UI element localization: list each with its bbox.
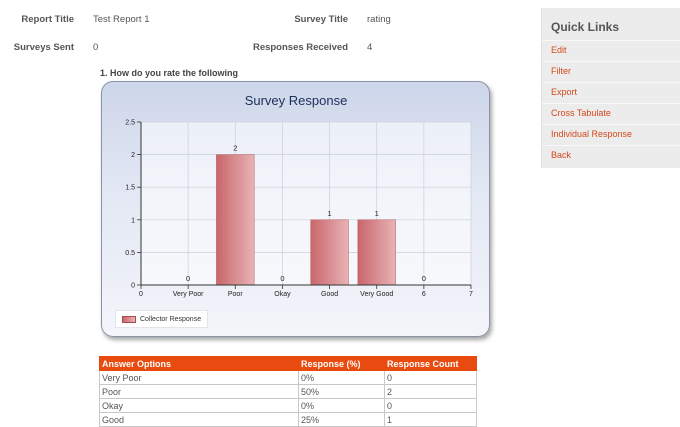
data-label: 1 — [327, 209, 331, 218]
x-tick-label: 6 — [422, 291, 426, 298]
y-tick-label: 0.5 — [125, 250, 135, 257]
quick-link-export[interactable]: Export — [542, 82, 680, 103]
chart-title: Survey Response — [245, 93, 348, 108]
report-title-label: Report Title — [21, 14, 74, 25]
quick-links-panel: Quick Links Edit Filter Export Cross Tab… — [541, 8, 680, 168]
x-tick-label: 0 — [139, 291, 143, 298]
x-tick-label: 7 — [469, 291, 473, 298]
data-label: 0 — [280, 274, 284, 283]
data-label: 0 — [422, 274, 426, 283]
data-label: 0 — [186, 274, 190, 283]
quick-link-individual-response[interactable]: Individual Response — [542, 124, 680, 145]
response-percent-cell: 50% — [298, 384, 385, 399]
bar — [357, 219, 396, 286]
responses-received-label: Responses Received — [252, 42, 348, 53]
quick-link-edit[interactable]: Edit — [542, 40, 680, 61]
survey-title-value: rating — [367, 14, 391, 25]
x-tick-label: Okay — [274, 291, 291, 298]
y-tick-label: 2.5 — [125, 120, 135, 127]
column-header-answer-options: Answer Options — [99, 356, 299, 371]
table-row: Poor 50% 2 — [99, 384, 477, 399]
table-row: Very Poor 0% 0 — [99, 370, 477, 385]
responses-received-value: 4 — [367, 42, 373, 53]
quick-links-title: Quick Links — [551, 20, 620, 34]
chart-legend: Collector Response — [115, 310, 209, 328]
legend-label: Collector Response — [140, 315, 202, 323]
survey-title-label: Survey Title — [294, 14, 348, 25]
quick-link-cross-tabulate[interactable]: Cross Tabulate — [542, 103, 680, 124]
plot-area — [141, 122, 471, 285]
question-heading: 1. How do you rate the following — [100, 68, 239, 78]
y-tick-label: 1.5 — [125, 185, 135, 192]
response-count-cell: 2 — [384, 384, 477, 399]
survey-response-chart: Survey Response 0 2 0 1 1 0 0 0.5 1 1.5 2 2.5 0 Very… — [101, 81, 490, 337]
bar — [310, 219, 349, 286]
surveys-sent-label: Surveys Sent — [13, 42, 74, 53]
x-tick-label: Good — [321, 291, 338, 298]
response-percent-cell: 0% — [298, 370, 385, 385]
response-count-cell: 0 — [384, 398, 477, 413]
answer-table: Answer Options Response (%) Response Cou… — [99, 356, 477, 427]
x-tick-label: Poor — [228, 291, 243, 298]
legend-swatch — [122, 315, 136, 323]
data-label: 1 — [375, 209, 379, 218]
chart-canvas: Survey Response 0 2 0 1 1 0 0 0.5 1 1.5 2 2.5 0 Very… — [125, 93, 473, 298]
column-header-response-percent: Response (%) — [298, 356, 385, 371]
response-percent-cell: 0% — [298, 398, 385, 413]
y-tick-label: 0 — [131, 283, 135, 290]
report-title-value: Test Report 1 — [93, 14, 150, 25]
data-label: 2 — [233, 144, 237, 153]
table-row: Okay 0% 0 — [99, 398, 477, 413]
answer-option-cell: Good — [99, 412, 299, 427]
table-row: Good 25% 1 — [99, 412, 477, 427]
y-tick-label: 2 — [131, 152, 135, 159]
surveys-sent-value: 0 — [93, 42, 99, 53]
y-tick-label: 1 — [131, 217, 135, 224]
bar — [216, 154, 255, 286]
quick-link-back[interactable]: Back — [542, 145, 680, 166]
x-tick-label: Very Good — [360, 291, 393, 298]
answer-option-cell: Okay — [99, 398, 299, 413]
answer-option-cell: Very Poor — [99, 370, 299, 385]
response-percent-cell: 25% — [298, 412, 385, 427]
response-count-cell: 1 — [384, 412, 477, 427]
x-tick-label: Very Poor — [173, 291, 204, 298]
table-header-row: Answer Options Response (%) Response Cou… — [99, 356, 477, 371]
quick-link-filter[interactable]: Filter — [542, 61, 680, 82]
column-header-response-count: Response Count — [384, 356, 477, 371]
response-count-cell: 0 — [384, 370, 477, 385]
answer-option-cell: Poor — [99, 384, 299, 399]
